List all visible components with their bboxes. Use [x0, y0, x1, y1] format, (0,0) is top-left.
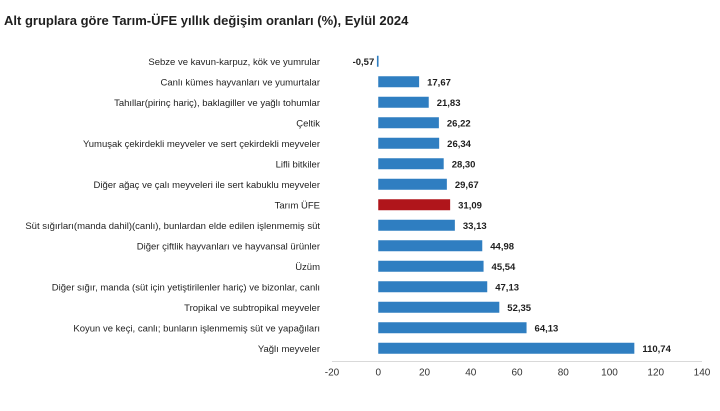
value-label: 26,22	[447, 118, 471, 129]
bar	[378, 96, 429, 108]
x-tick-label: 0	[375, 368, 381, 379]
category-label: Tropikal ve subtropikal meyveler	[184, 303, 320, 314]
category-label: Diğer sığır, manda (süt için yetiştirile…	[52, 282, 320, 293]
value-label: 52,35	[507, 303, 531, 314]
bar	[378, 199, 451, 211]
x-tick-label: 80	[558, 368, 570, 379]
chart-title: Alt gruplara göre Tarım-ÜFE yıllık değiş…	[4, 13, 409, 28]
category-label: Tarım ÜFE	[275, 200, 320, 211]
value-label: 17,67	[427, 77, 451, 88]
bar	[378, 117, 439, 129]
bar	[378, 158, 444, 170]
bar	[378, 76, 420, 88]
value-label: 29,67	[455, 180, 479, 191]
bar	[378, 342, 635, 354]
category-label: Çeltik	[296, 118, 320, 129]
x-tick-label: -20	[325, 368, 340, 379]
bar	[376, 55, 379, 67]
value-label: -0,57	[353, 57, 375, 68]
value-label: 110,74	[642, 344, 671, 355]
category-label: Üzüm	[295, 262, 320, 273]
bar	[378, 281, 488, 293]
value-label: 31,09	[458, 200, 482, 211]
bar	[378, 137, 440, 149]
value-label: 64,13	[535, 323, 559, 334]
category-label: Diğer çiftlik hayvanları ve hayvansal ür…	[137, 241, 320, 252]
category-label: Diğer ağaç ve çalı meyveleri ile sert ka…	[93, 180, 320, 191]
x-tick-label: 40	[465, 368, 477, 379]
bar	[378, 260, 484, 272]
value-label: 21,83	[437, 98, 461, 109]
x-tick-label: 100	[601, 368, 618, 379]
x-tick-label: 60	[511, 368, 523, 379]
value-label: 45,54	[492, 262, 516, 273]
category-label: Yağlı meyveler	[258, 344, 320, 355]
value-label: 47,13	[495, 282, 519, 293]
value-label: 33,13	[463, 221, 487, 232]
value-label: 26,34	[447, 139, 471, 150]
category-label: Koyun ve keçi, canlı; bunların işlenmemi…	[73, 323, 320, 334]
category-label: Yumuşak çekirdekli meyveler ve sert çeki…	[83, 139, 320, 150]
x-tick-label: 120	[647, 368, 664, 379]
value-label: 28,30	[452, 159, 476, 170]
category-label: Tahıllar(pirinç hariç), baklagiller ve y…	[114, 98, 320, 109]
value-label: 44,98	[490, 241, 514, 252]
x-tick-label: 140	[694, 368, 711, 379]
category-label: Lifli bitkiler	[276, 159, 320, 170]
bar	[378, 322, 527, 334]
bar	[378, 178, 447, 190]
bar	[378, 240, 483, 252]
category-label: Sebze ve kavun-karpuz, kök ve yumrular	[148, 57, 320, 68]
x-tick-label: 20	[419, 368, 431, 379]
bar	[378, 301, 500, 313]
category-label: Canlı kümes hayvanları ve yumurtalar	[161, 77, 320, 88]
category-label: Süt sığırları(manda dahil)(canlı), bunla…	[25, 221, 320, 232]
bar	[378, 219, 455, 231]
